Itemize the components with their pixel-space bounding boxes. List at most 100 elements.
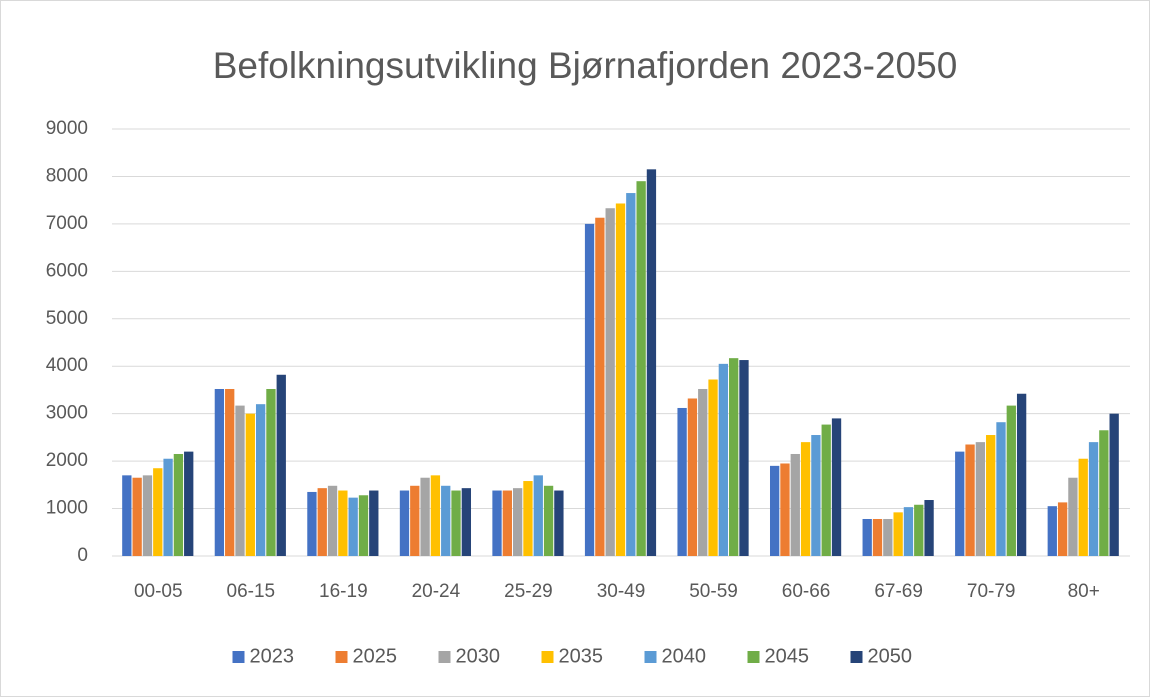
bar xyxy=(245,413,255,556)
bar xyxy=(862,518,872,556)
bar xyxy=(821,424,831,556)
bar xyxy=(872,518,883,556)
bar xyxy=(729,358,739,556)
bar xyxy=(533,475,543,556)
bar xyxy=(1068,477,1078,556)
bar xyxy=(615,203,626,556)
bar xyxy=(410,485,420,556)
bar xyxy=(173,453,184,556)
bar xyxy=(903,507,914,556)
bar xyxy=(358,495,369,556)
bar xyxy=(307,491,317,556)
bar xyxy=(708,379,718,556)
x-tick-label: 06-15 xyxy=(227,581,276,602)
y-tick-label: 5000 xyxy=(46,308,88,329)
bar xyxy=(327,485,338,556)
bar xyxy=(780,463,790,556)
bar xyxy=(441,485,451,556)
legend-label: 2035 xyxy=(559,645,604,667)
bar xyxy=(163,458,173,556)
bar xyxy=(1109,413,1119,556)
y-tick-label: 7000 xyxy=(46,213,88,234)
bar xyxy=(153,468,163,556)
y-tick-label: 0 xyxy=(77,545,88,566)
bar xyxy=(955,451,965,556)
legend-swatch xyxy=(335,651,348,663)
bar xyxy=(348,497,358,556)
bar xyxy=(512,488,523,556)
bar xyxy=(420,477,430,556)
legend-label: 2030 xyxy=(456,645,501,667)
bar xyxy=(399,490,410,556)
bar xyxy=(718,363,729,556)
bar xyxy=(255,404,266,556)
bar xyxy=(636,181,646,556)
bar xyxy=(996,422,1006,556)
bar xyxy=(605,208,615,556)
bar xyxy=(523,481,533,556)
bar xyxy=(122,475,132,556)
bar xyxy=(502,490,512,556)
y-tick-label: 1000 xyxy=(46,498,88,519)
bar xyxy=(266,388,276,556)
bar xyxy=(1006,405,1016,556)
legend-swatch xyxy=(438,651,451,663)
bar xyxy=(769,465,780,556)
bar xyxy=(626,193,636,557)
y-tick-label: 4000 xyxy=(46,355,88,376)
bar xyxy=(677,407,687,556)
bar xyxy=(687,398,698,556)
chart-title: Befolkningsutvikling Bjørnafjorden 2023-… xyxy=(213,45,958,86)
bar xyxy=(831,418,842,556)
bar xyxy=(214,388,225,556)
bar xyxy=(595,217,605,556)
legend-label: 2040 xyxy=(662,645,707,667)
y-tick-label: 6000 xyxy=(46,260,88,281)
legend-label: 2045 xyxy=(765,645,810,667)
legend-swatch xyxy=(232,651,245,663)
x-tick-label: 67-69 xyxy=(874,581,923,602)
bar xyxy=(451,490,461,556)
bar xyxy=(800,442,811,556)
x-tick-label: 20-24 xyxy=(412,581,461,602)
legend-label: 2050 xyxy=(868,645,913,667)
bar xyxy=(1047,506,1057,556)
y-tick-label: 9000 xyxy=(46,118,88,139)
legend-label: 2025 xyxy=(353,645,398,667)
x-tick-label: 70-79 xyxy=(967,581,1016,602)
bar xyxy=(975,442,986,556)
x-tick-label: 80+ xyxy=(1068,581,1100,602)
bar xyxy=(225,388,235,556)
bar xyxy=(986,435,996,556)
bar xyxy=(184,451,194,556)
x-tick-label: 00-05 xyxy=(134,581,183,602)
bar xyxy=(554,490,564,556)
bar xyxy=(430,475,441,556)
bar xyxy=(646,169,657,557)
y-tick-label: 2000 xyxy=(46,450,88,471)
legend-swatch xyxy=(850,651,863,663)
bar xyxy=(276,374,286,556)
bar xyxy=(461,488,472,556)
bar xyxy=(924,500,934,556)
bar xyxy=(883,518,893,556)
legend-swatch xyxy=(747,651,760,663)
legend-label: 2023 xyxy=(250,645,295,667)
y-tick-label: 3000 xyxy=(46,403,88,424)
bar xyxy=(1078,458,1088,556)
bar xyxy=(543,485,554,556)
x-tick-label: 60-66 xyxy=(782,581,831,602)
bar xyxy=(584,223,595,556)
bar xyxy=(1088,442,1099,556)
legend-swatch xyxy=(541,651,554,663)
legend-swatch xyxy=(644,651,657,663)
x-tick-label: 25-29 xyxy=(504,581,553,602)
bar xyxy=(1016,393,1027,556)
x-tick-label: 30-49 xyxy=(597,581,646,602)
bar xyxy=(317,488,327,556)
bar xyxy=(914,504,924,556)
bar xyxy=(698,388,708,556)
bar xyxy=(965,444,975,556)
